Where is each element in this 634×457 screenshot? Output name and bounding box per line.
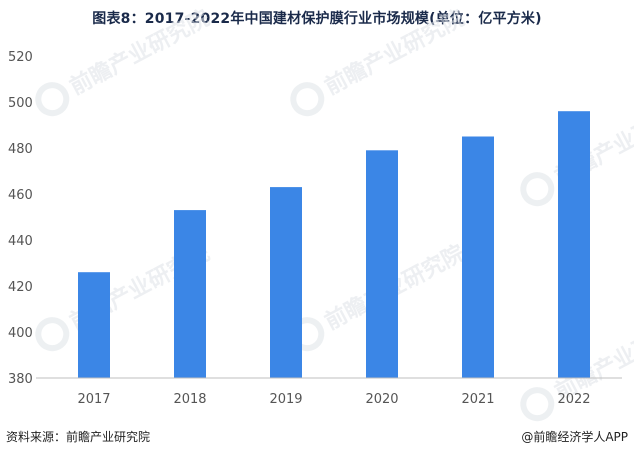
y-tick-label: 480 (8, 142, 33, 157)
bar-2018 (174, 210, 206, 378)
brand-text: @前瞻经济学人APP (521, 430, 628, 444)
x-tick-label: 2022 (557, 392, 590, 407)
x-tick-label: 2021 (461, 392, 494, 407)
y-tick-label: 500 (8, 96, 33, 111)
x-tick-label: 2020 (365, 392, 398, 407)
watermark-text: 前瞻产业研究院 (66, 5, 214, 100)
watermark: 前瞻产业研究院 (290, 5, 469, 117)
y-tick-label: 420 (8, 280, 33, 295)
y-tick-label: 380 (8, 372, 33, 387)
y-tick-label: 460 (8, 188, 33, 203)
chart-title: 图表8：2017-2022年中国建材保护膜行业市场规模(单位：亿平方米) (92, 11, 542, 27)
x-tick-label: 2019 (269, 392, 302, 407)
x-tick-label: 2017 (77, 392, 110, 407)
y-tick-label: 400 (8, 326, 33, 341)
x-tick-label: 2018 (173, 392, 206, 407)
y-axis: 380 400 420 440 460 480 500 520 (8, 50, 33, 387)
source-text: 资料来源：前瞻产业研究院 (6, 430, 151, 444)
bars (78, 111, 590, 378)
x-axis: 2017 2018 2019 2020 2021 2022 (36, 377, 622, 407)
y-tick-label: 440 (8, 234, 33, 249)
watermark-text: 前瞻产业研究院 (321, 5, 469, 100)
y-tick-label: 520 (8, 50, 33, 65)
bar-2021 (462, 136, 494, 378)
bar-2017 (78, 272, 110, 378)
watermark-layer: 前瞻产业研究院前瞻产业研究院前瞻产业研究院前瞻产业研究院前瞻产业研究院前瞻产业研… (35, 5, 634, 422)
bar-chart: 前瞻产业研究院前瞻产业研究院前瞻产业研究院前瞻产业研究院前瞻产业研究院前瞻产业研… (8, 5, 634, 422)
bar-2019 (270, 187, 302, 378)
footer: 资料来源：前瞻产业研究院 @前瞻经济学人APP (0, 428, 634, 448)
bar-2022 (558, 111, 590, 378)
watermark: 前瞻产业研究院 (35, 5, 214, 117)
bar-2020 (366, 150, 398, 378)
